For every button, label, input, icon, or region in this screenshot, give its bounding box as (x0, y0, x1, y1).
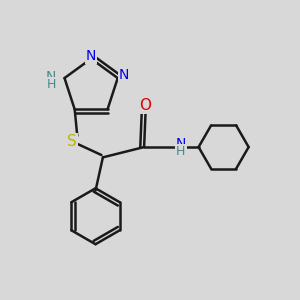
Text: N: N (46, 70, 56, 84)
Text: H: H (46, 78, 56, 91)
Text: N: N (176, 136, 186, 151)
Text: H: H (176, 145, 186, 158)
Text: S: S (67, 134, 77, 149)
Text: N: N (118, 68, 129, 82)
Text: N: N (86, 50, 96, 63)
Text: O: O (140, 98, 152, 113)
